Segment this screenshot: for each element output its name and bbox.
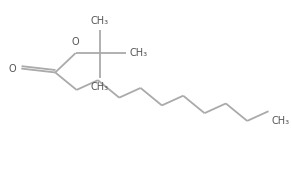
Text: CH₃: CH₃: [91, 16, 109, 26]
Text: O: O: [72, 37, 79, 47]
Text: O: O: [9, 63, 17, 74]
Text: CH₃: CH₃: [91, 82, 109, 92]
Text: CH₃: CH₃: [272, 116, 290, 126]
Text: CH₃: CH₃: [130, 48, 148, 58]
